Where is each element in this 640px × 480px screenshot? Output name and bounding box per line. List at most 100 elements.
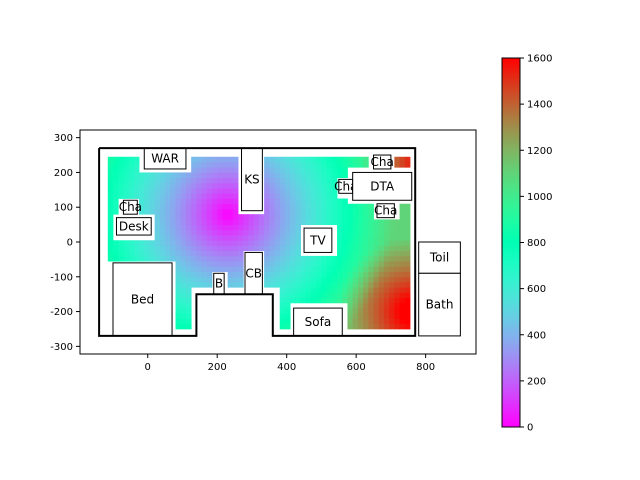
- heat-cell: [321, 219, 328, 226]
- heat-cell: [222, 266, 229, 272]
- heat-cell: [128, 172, 135, 179]
- heat-cell: [357, 271, 364, 278]
- heat-cell: [363, 235, 369, 241]
- heat-cell: [279, 167, 286, 173]
- heat-cell: [311, 219, 317, 226]
- heat-cell: [399, 214, 406, 220]
- heat-cell: [180, 266, 187, 272]
- heat-cell: [373, 266, 380, 272]
- heat-cell: [165, 208, 171, 215]
- heat-cell: [404, 250, 411, 257]
- heat-cell: [331, 266, 338, 272]
- heat-cell: [357, 162, 364, 168]
- heat-cell: [269, 188, 275, 194]
- heat-cell: [363, 250, 369, 257]
- heat-cell: [196, 250, 202, 257]
- heat-cell: [305, 182, 312, 189]
- heat-cell: [300, 193, 307, 199]
- heat-cell: [165, 245, 171, 252]
- heat-cell: [389, 318, 395, 325]
- heat-cell: [123, 172, 130, 179]
- heat-cell: [368, 224, 374, 231]
- heat-cell: [290, 266, 296, 272]
- heat-cell: [165, 255, 171, 262]
- heat-cell: [363, 203, 369, 210]
- y-tick-label: 0: [67, 238, 73, 249]
- heat-cell: [295, 219, 301, 226]
- heat-cell: [300, 172, 307, 179]
- heat-cell: [113, 245, 119, 252]
- heat-cell: [363, 287, 369, 293]
- heat-cell: [337, 156, 343, 163]
- heat-cell: [212, 261, 218, 267]
- heat-cell: [201, 182, 208, 189]
- room-box: [293, 307, 343, 337]
- heat-cell: [331, 203, 338, 210]
- heat-cell: [389, 308, 395, 314]
- heat-cell: [222, 156, 229, 163]
- heat-cell: [118, 193, 124, 199]
- heat-cell: [311, 271, 317, 278]
- heat-cell: [238, 282, 244, 288]
- heat-cell: [139, 182, 145, 189]
- heat-cell: [326, 219, 333, 226]
- heat-cell: [357, 224, 364, 231]
- heat-cell: [227, 282, 234, 288]
- heat-cell: [269, 167, 275, 173]
- heat-cell: [191, 188, 197, 194]
- heat-cell: [331, 198, 338, 205]
- heat-cell: [284, 177, 291, 184]
- heat-cell: [347, 245, 354, 252]
- heat-cell: [284, 287, 291, 293]
- room-label: Cha: [374, 204, 397, 218]
- heat-cell: [232, 162, 239, 168]
- heat-cell: [337, 292, 343, 299]
- heat-cell: [321, 287, 328, 293]
- heat-cell: [264, 177, 270, 184]
- heat-cell: [316, 271, 322, 278]
- heat-cell: [185, 182, 192, 189]
- heat-cell: [123, 193, 130, 199]
- heat-cell: [347, 229, 354, 236]
- heat-cell: [378, 271, 385, 278]
- heat-cell: [337, 224, 343, 231]
- heat-cell: [363, 245, 369, 252]
- heat-cell: [337, 276, 343, 283]
- heat-cell: [279, 214, 286, 220]
- heat-cell: [264, 276, 270, 283]
- heat-cell: [373, 240, 380, 246]
- heat-cell: [368, 297, 374, 304]
- heat-cell: [404, 162, 411, 168]
- heat-cell: [139, 208, 145, 215]
- heat-cell: [180, 208, 187, 215]
- heat-cell: [144, 245, 150, 252]
- heat-cell: [373, 224, 380, 231]
- heat-cell: [232, 276, 239, 283]
- heat-cell: [185, 282, 192, 288]
- heat-cell: [321, 266, 328, 272]
- heat-cell: [144, 255, 150, 262]
- heat-cell: [342, 224, 348, 231]
- heat-cell: [347, 292, 354, 299]
- heat-cell: [274, 229, 281, 236]
- heat-cell: [290, 156, 296, 163]
- heat-cell: [196, 182, 202, 189]
- heat-cell: [118, 182, 124, 189]
- heat-cell: [118, 240, 124, 246]
- heat-cell: [217, 188, 223, 194]
- heat-cell: [389, 287, 395, 293]
- heat-cell: [378, 318, 385, 325]
- heat-cell: [113, 208, 119, 215]
- heat-cell: [180, 214, 187, 220]
- heat-cell: [316, 182, 322, 189]
- heat-cell: [383, 276, 390, 283]
- heat-cell: [352, 318, 359, 325]
- heat-cell: [123, 182, 130, 189]
- heat-cell: [305, 177, 312, 184]
- heat-cell: [269, 250, 275, 257]
- heat-cell: [290, 208, 296, 215]
- heat-cell: [352, 240, 359, 246]
- room-cha: Cha: [374, 203, 397, 219]
- heat-cell: [180, 318, 187, 325]
- heat-cell: [331, 172, 338, 179]
